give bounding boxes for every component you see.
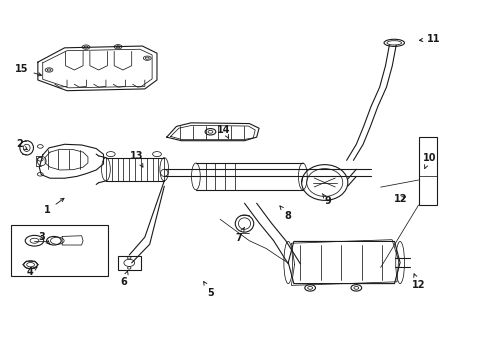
Text: 12: 12 xyxy=(393,194,407,204)
Text: 3: 3 xyxy=(38,232,50,244)
Text: 2: 2 xyxy=(17,139,27,150)
Text: 13: 13 xyxy=(129,151,143,167)
Text: 12: 12 xyxy=(411,274,425,291)
Text: 1: 1 xyxy=(44,198,64,215)
Text: 10: 10 xyxy=(422,153,435,168)
Text: 15: 15 xyxy=(15,64,41,76)
Text: 6: 6 xyxy=(121,271,128,287)
Bar xyxy=(117,256,141,270)
Bar xyxy=(11,225,108,276)
Text: 5: 5 xyxy=(203,282,213,297)
Text: 8: 8 xyxy=(279,206,291,221)
Text: 4: 4 xyxy=(26,267,37,277)
Text: 9: 9 xyxy=(322,194,331,206)
Bar xyxy=(418,137,436,205)
Text: 11: 11 xyxy=(419,34,440,44)
Text: 14: 14 xyxy=(217,125,230,138)
Text: 7: 7 xyxy=(235,228,244,243)
